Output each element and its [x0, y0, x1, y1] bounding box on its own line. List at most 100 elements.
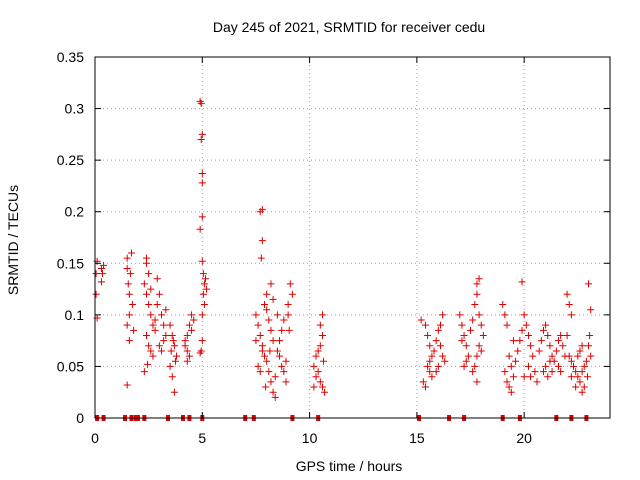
data-point [518, 326, 526, 334]
data-point [123, 264, 131, 272]
x-tick-label: 15 [409, 430, 425, 446]
data-point [316, 342, 324, 350]
y-tick-label: 0.05 [57, 358, 84, 374]
data-point [155, 290, 163, 298]
data-point [428, 352, 436, 360]
data-point [467, 326, 475, 334]
data-point [151, 326, 159, 334]
data-point [198, 337, 206, 345]
data-point [509, 373, 517, 381]
data-point [273, 311, 281, 319]
data-point [419, 378, 427, 386]
data-point [501, 311, 509, 319]
data-point [168, 373, 176, 381]
data-point [261, 301, 269, 309]
data-point [254, 321, 262, 329]
data-point [578, 368, 586, 376]
data-point [276, 337, 284, 345]
data-point [318, 383, 326, 391]
x-tick-label: 10 [302, 430, 318, 446]
data-point [166, 321, 174, 329]
data-point [256, 331, 264, 339]
data-point [460, 362, 468, 370]
data-point [572, 368, 580, 376]
data-point [198, 311, 206, 319]
data-point [565, 352, 573, 360]
data-point [439, 311, 447, 319]
data-point [252, 311, 260, 319]
data-point [320, 357, 328, 365]
data-point [310, 362, 318, 370]
data-point [282, 378, 290, 386]
data-point [169, 337, 177, 345]
data-point [155, 342, 163, 350]
data-point [125, 290, 133, 298]
data-point [149, 321, 157, 329]
data-point [587, 352, 595, 360]
data-point [263, 357, 271, 365]
data-point [518, 278, 526, 286]
data-point [267, 378, 275, 386]
data-point [544, 373, 552, 381]
data-point [254, 362, 262, 370]
data-point [265, 368, 273, 376]
data-point [432, 368, 440, 376]
data-point [557, 331, 565, 339]
data-point [145, 342, 153, 350]
data-point [160, 337, 168, 345]
data-point [196, 349, 204, 357]
data-point [258, 206, 266, 214]
x-tick-label: 5 [198, 430, 206, 446]
data-point [196, 225, 204, 233]
data-point [432, 337, 440, 345]
data-markers [92, 97, 595, 421]
data-point [475, 275, 483, 283]
data-point [147, 311, 155, 319]
data-point [123, 254, 131, 262]
data-point [282, 357, 290, 365]
data-point [258, 237, 266, 245]
data-point [505, 352, 513, 360]
data-point [516, 337, 524, 345]
data-point [168, 331, 176, 339]
data-point [162, 306, 170, 314]
data-point [280, 316, 288, 324]
data-point [261, 352, 269, 360]
y-tick-label: 0.2 [65, 204, 85, 220]
data-point [202, 275, 210, 283]
data-point [124, 280, 132, 288]
data-point [507, 388, 515, 396]
data-point [92, 290, 100, 298]
data-point [269, 295, 277, 303]
data-point [181, 337, 189, 345]
data-point [185, 321, 193, 329]
data-point [123, 381, 131, 389]
data-point [276, 352, 284, 360]
data-point [97, 278, 105, 286]
data-point [434, 362, 442, 370]
data-point [100, 261, 108, 269]
data-point [529, 352, 537, 360]
tick-labels: 0 5 10 15 20 0 0.05 0.1 0.15 0.2 0.25 0.3 0.35 [57, 49, 532, 446]
data-point [143, 290, 150, 298]
data-point [570, 362, 578, 370]
data-point [271, 393, 279, 401]
chart-title: Day 245 of 2021, SRMTID for receiver ced… [213, 19, 485, 35]
data-point [559, 342, 567, 350]
data-point [125, 337, 133, 345]
data-point [417, 316, 425, 324]
data-point [458, 337, 466, 345]
data-point [258, 347, 266, 355]
data-point [475, 342, 483, 350]
data-point [542, 362, 550, 370]
data-point [473, 378, 481, 386]
data-point [456, 311, 464, 319]
data-point [183, 347, 191, 355]
data-point [441, 357, 449, 365]
data-point [149, 352, 157, 360]
data-point [580, 383, 588, 391]
data-point [563, 290, 571, 298]
data-point [503, 378, 511, 386]
data-point [539, 368, 547, 376]
